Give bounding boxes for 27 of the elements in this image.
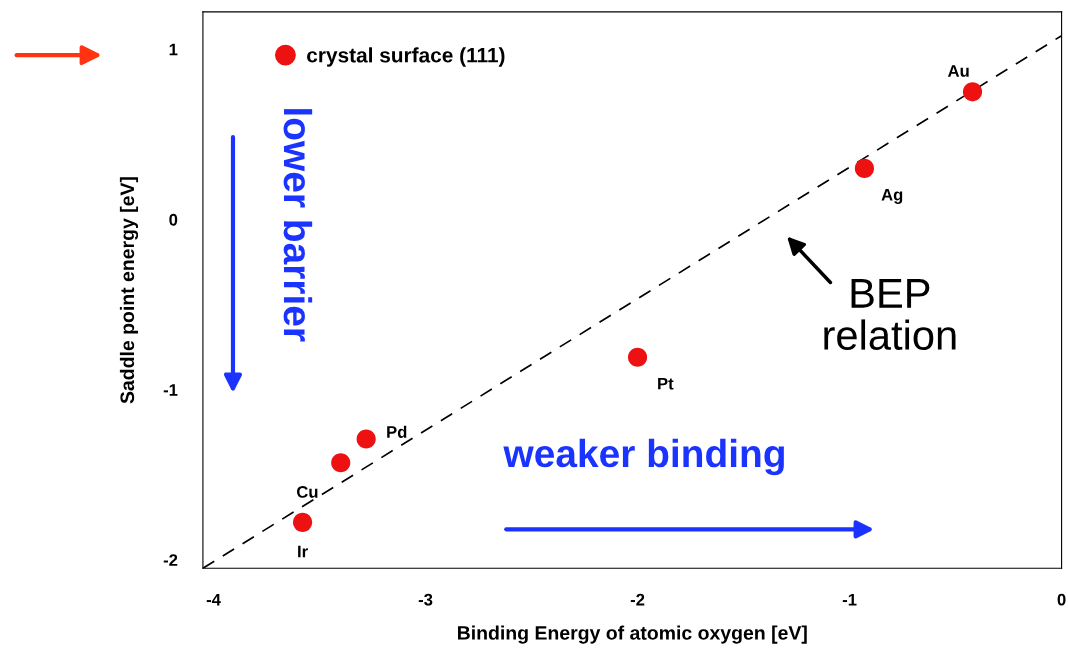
annotation: Ag — [881, 188, 903, 204]
x-axis-title: Binding Energy of atomic oxygen [eV] — [458, 625, 807, 644]
x-tick-label: 0 — [1057, 593, 1066, 606]
y-tick-label: 1 — [169, 43, 178, 56]
point — [962, 82, 983, 102]
y-tick-label: -1 — [163, 384, 178, 396]
y-axis-title: Saddle point energy [eV] — [119, 177, 139, 404]
annotation: Pd — [387, 425, 407, 438]
annotation: Au — [947, 65, 969, 77]
point — [854, 158, 874, 178]
annotation: lower barrier — [283, 109, 313, 342]
annotation: Cu — [296, 486, 318, 498]
x-tick-label: -1 — [842, 593, 857, 606]
annotation: Pt — [658, 377, 674, 390]
point — [356, 429, 376, 449]
x-tick-label: -4 — [206, 593, 221, 606]
x-tick-label: -2 — [630, 593, 645, 606]
annotation: weaker binding — [503, 438, 784, 476]
legend-label: crystal surface (111) — [307, 47, 505, 67]
point — [331, 453, 351, 473]
y-tick-label: 0 — [169, 213, 178, 226]
point — [293, 512, 313, 532]
annotation: BEP relation — [824, 279, 956, 350]
point — [627, 347, 648, 367]
annotation: Ir — [298, 545, 308, 558]
y-tick-label: -2 — [163, 554, 178, 566]
x-tick-label: -3 — [418, 593, 433, 606]
